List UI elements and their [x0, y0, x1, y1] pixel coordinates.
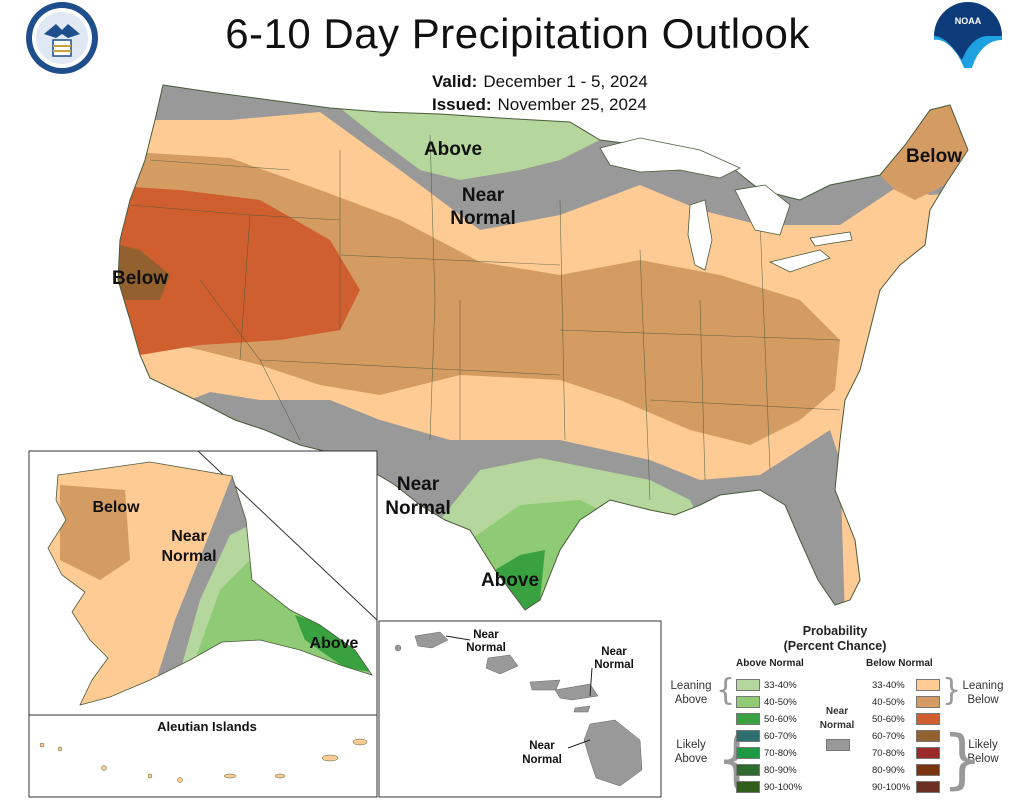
legend-below-range-label-1: 33-40%	[872, 680, 905, 691]
label-hi-near-a1: Near	[473, 629, 499, 641]
label-above-north: Above	[424, 139, 482, 160]
legend-above-swatch-6	[736, 764, 760, 776]
legend-above-range-label-1: 33-40%	[764, 680, 797, 691]
legend-brace-leaning-above: {	[716, 673, 736, 708]
label-hi-near-b1: Near	[601, 646, 627, 658]
hawaii-islands	[394, 631, 643, 787]
alaska-outline	[47, 461, 373, 706]
legend-likely-above-1: Likely	[676, 739, 706, 751]
issued-value: November 25, 2024	[497, 95, 647, 114]
department-of-commerce-seal-icon	[26, 2, 98, 74]
legend-below-range-label-2: 40-50%	[872, 697, 905, 708]
legend-above-range-label-3: 50-60%	[764, 714, 797, 725]
label-hi-near-c2: Normal	[522, 754, 562, 766]
legend-likely-above: Likely Above	[664, 738, 718, 766]
issued-label: Issued:	[432, 95, 492, 114]
label-hi-near-c1: Near	[529, 740, 555, 752]
zone-below-northeast	[880, 105, 968, 200]
state-boundaries	[129, 134, 841, 501]
valid-value: December 1 - 5, 2024	[483, 72, 648, 91]
noaa-logo-text: NOAA	[954, 16, 982, 26]
legend-above-swatch-7	[736, 781, 760, 793]
valid-issued-block: Valid: December 1 - 5, 2024 Issued: Novemb…	[432, 70, 648, 116]
page-title: 6-10 Day Precipitation Outlook	[225, 10, 810, 57]
label-above-south: Above	[481, 570, 539, 591]
legend-below-swatch-2	[916, 696, 940, 708]
legend-below-swatch-6	[916, 764, 940, 776]
label-hi-near-a2: Normal	[466, 642, 506, 654]
legend-above-header: Above Normal	[736, 658, 804, 669]
label-aleutian-islands: Aleutian Islands	[157, 719, 257, 734]
legend-above-swatch-3	[736, 713, 760, 725]
label-below-west: Below	[112, 268, 168, 289]
legend-below-range-label-4: 60-70%	[872, 731, 905, 742]
legend-title-line-1: Probability	[802, 624, 868, 638]
legend-leaning-below-2: Below	[967, 694, 999, 706]
issued-row: Issued: November 25, 2024	[432, 93, 648, 116]
conus-outline	[117, 84, 969, 611]
legend-brace-leaning-below: }	[942, 673, 962, 708]
label-ak-near-1: Near	[171, 528, 207, 545]
zone-above-north	[340, 108, 600, 180]
legend-above-range-label-7: 90-100%	[764, 782, 803, 793]
valid-label: Valid:	[432, 72, 478, 91]
great-lakes	[599, 137, 853, 273]
legend-near-2: Normal	[819, 720, 855, 731]
label-ak-near-2: Normal	[161, 548, 216, 565]
legend-below-swatch-3	[916, 713, 940, 725]
legend-above-swatch-1	[736, 679, 760, 691]
label-near-north-2: Normal	[450, 208, 515, 229]
legend-near-1: Near	[825, 706, 849, 717]
legend-above-range-label-2: 40-50%	[764, 697, 797, 708]
legend-leaning-above-1: Leaning	[670, 680, 712, 692]
legend-likely-below: Likely Below	[956, 738, 1010, 766]
label-near-north-1: Near	[462, 185, 505, 206]
zone-likely-below	[118, 185, 360, 355]
legend-above-range-label-5: 70-80%	[764, 748, 797, 759]
legend-likely-above-2: Above	[674, 753, 708, 765]
label-near-south-1: Near	[397, 474, 440, 495]
legend-title: Probability (Percent Chance)	[760, 624, 910, 654]
legend-likely-below-2: Below	[967, 753, 999, 765]
legend-below-range-label-5: 70-80%	[872, 748, 905, 759]
legend-swatch-near-normal	[826, 739, 850, 751]
ak-zone-below	[60, 485, 130, 580]
zone-likely-below-strong	[118, 240, 170, 300]
legend-near-normal: Near Normal	[812, 705, 862, 733]
legend-below-range-label-6: 80-90%	[872, 765, 905, 776]
legend-below-header: Below Normal	[866, 658, 933, 669]
noaa-logo-icon	[934, 2, 1002, 74]
legend-leaning-below: Leaning Below	[956, 679, 1010, 707]
legend-leaning-above-2: Above	[674, 694, 708, 706]
label-ak-above: Above	[310, 635, 359, 652]
probability-legend: Probability (Percent Chance) Above Norma…	[660, 620, 1030, 798]
label-near-south-2: Normal	[385, 498, 450, 519]
label-ak-below: Below	[92, 499, 140, 516]
valid-row: Valid: December 1 - 5, 2024	[432, 70, 648, 93]
legend-below-swatch-4	[916, 730, 940, 742]
legend-leaning-below-1: Leaning	[962, 680, 1004, 692]
label-hi-near-b2: Normal	[594, 659, 634, 671]
legend-likely-below-1: Likely	[968, 739, 998, 751]
legend-above-swatch-2	[736, 696, 760, 708]
legend-above-swatch-5	[736, 747, 760, 759]
legend-title-line-2: (Percent Chance)	[783, 639, 887, 653]
legend-below-range-label-7: 90-100%	[872, 782, 911, 793]
legend-above-range-label-4: 60-70%	[764, 731, 797, 742]
hawaii-pointer-lines	[445, 635, 593, 749]
legend-below-swatch-5	[916, 747, 940, 759]
legend-above-swatch-4	[736, 730, 760, 742]
legend-leaning-above: Leaning Above	[664, 679, 718, 707]
ak-zone-above-strong	[295, 615, 372, 672]
legend-below-swatch-1	[916, 679, 940, 691]
label-below-northeast: Below	[906, 146, 962, 167]
legend-below-swatch-7	[916, 781, 940, 793]
legend-brace-likely-below: }	[942, 723, 983, 797]
aleutian-islands	[39, 738, 368, 783]
legend-below-range-label-3: 50-60%	[872, 714, 905, 725]
legend-above-range-label-6: 80-90%	[764, 765, 797, 776]
aleutian-inset-frame	[28, 714, 378, 798]
